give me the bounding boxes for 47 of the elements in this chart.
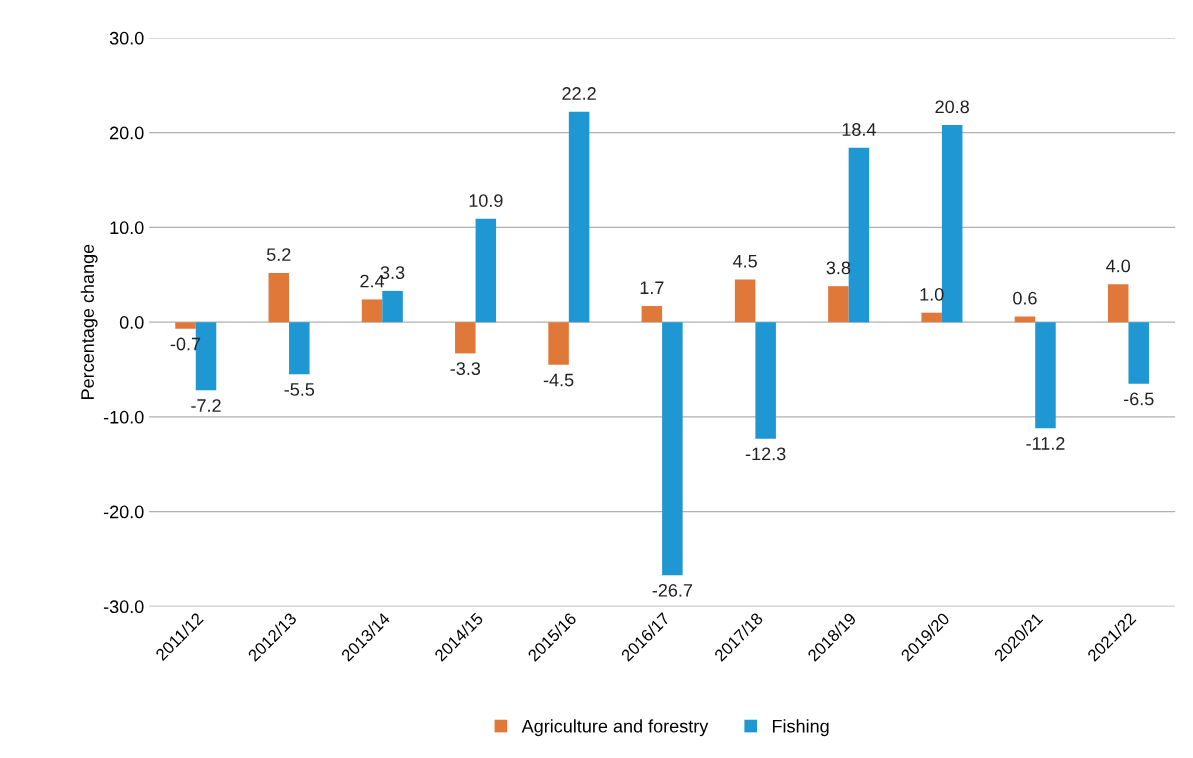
- bar: [1035, 322, 1056, 429]
- bar: [455, 322, 476, 354]
- bar: [828, 286, 849, 323]
- data-label: 0.6: [1013, 291, 1037, 305]
- bar: [1014, 316, 1036, 323]
- data-label: -11.2: [1026, 437, 1065, 450]
- bar: [548, 322, 569, 365]
- data-label: 4.0: [1106, 259, 1131, 273]
- bar: [289, 322, 310, 375]
- bar: [382, 290, 403, 323]
- data-label: -7.2: [191, 399, 221, 412]
- data-label: -26.7: [652, 583, 693, 597]
- data-label: 1.7: [640, 281, 664, 294]
- data-label: 18.4: [842, 123, 876, 136]
- data-label: -5.5: [284, 383, 315, 396]
- data-label: -3.3: [450, 362, 481, 376]
- data-label: 22.2: [562, 87, 596, 100]
- y-tick-label: -20.0: [103, 505, 144, 519]
- bar: [268, 272, 290, 323]
- y-tick-label: 30.0: [109, 31, 144, 45]
- bar: [175, 322, 196, 329]
- bar: [475, 218, 497, 323]
- bar: [641, 306, 663, 323]
- y-tick-label: -30.0: [103, 600, 144, 614]
- bar: [361, 299, 383, 323]
- legend-label: Fishing: [772, 719, 829, 737]
- data-label: -4.5: [543, 373, 574, 387]
- data-label: 10.9: [469, 194, 503, 207]
- bar: [1107, 284, 1129, 323]
- y-tick-label: 0.0: [119, 316, 144, 329]
- y-tick-label: 10.0: [110, 221, 144, 235]
- data-label: 4.5: [732, 255, 757, 268]
- bar: [1128, 322, 1149, 384]
- bar: [568, 111, 590, 323]
- data-label: -6.5: [1123, 392, 1154, 406]
- bar: [848, 147, 870, 323]
- y-tick-label: -10.0: [103, 410, 144, 424]
- bar: [662, 322, 683, 576]
- data-label: -12.3: [745, 447, 786, 461]
- bar: [921, 312, 942, 323]
- legend-label: Agriculture and forestry: [521, 719, 709, 737]
- bar: [755, 322, 776, 439]
- bar: [734, 279, 756, 323]
- y-tick-label: 20.0: [110, 126, 144, 140]
- data-label: 5.2: [266, 248, 291, 261]
- y-axis-title: Percentage change: [80, 244, 98, 399]
- data-label: 20.8: [935, 100, 969, 114]
